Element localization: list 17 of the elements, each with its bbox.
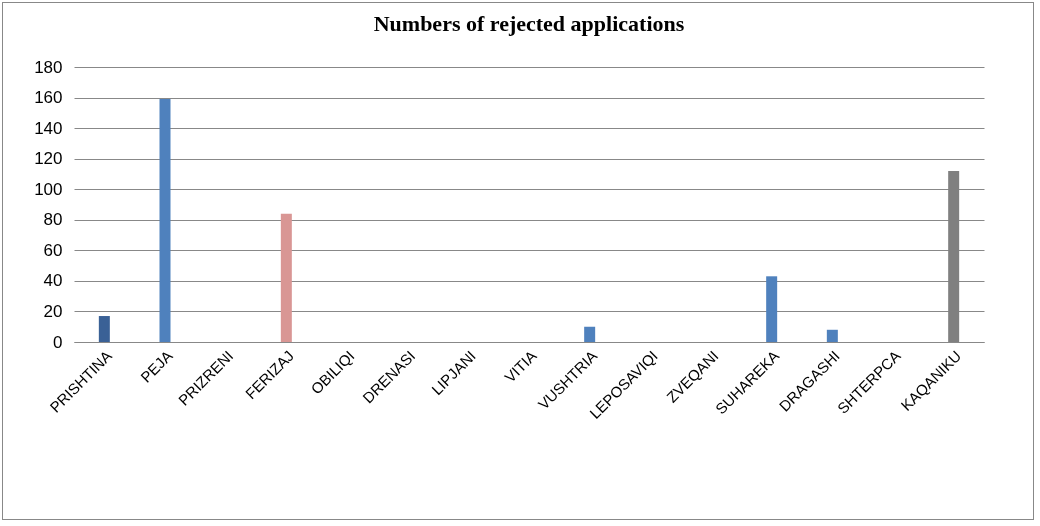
y-tick-label: 160 <box>34 88 63 108</box>
bar <box>584 326 596 342</box>
chart-title: Numbers of rejected applications <box>373 11 685 36</box>
bar <box>766 276 778 342</box>
y-tick-label: 100 <box>34 179 63 199</box>
y-tick-label: 0 <box>53 332 63 352</box>
bar <box>98 316 110 342</box>
bar <box>159 99 171 342</box>
y-tick-label: 20 <box>43 301 63 321</box>
bar <box>826 329 838 342</box>
y-tick-label: 140 <box>34 118 63 138</box>
bar <box>280 213 292 342</box>
y-tick-label: 180 <box>34 57 63 77</box>
y-tick-label: 120 <box>34 149 63 169</box>
y-tick-label: 40 <box>43 271 63 291</box>
y-tick-label: 60 <box>43 240 63 260</box>
y-tick-label: 80 <box>43 210 63 230</box>
